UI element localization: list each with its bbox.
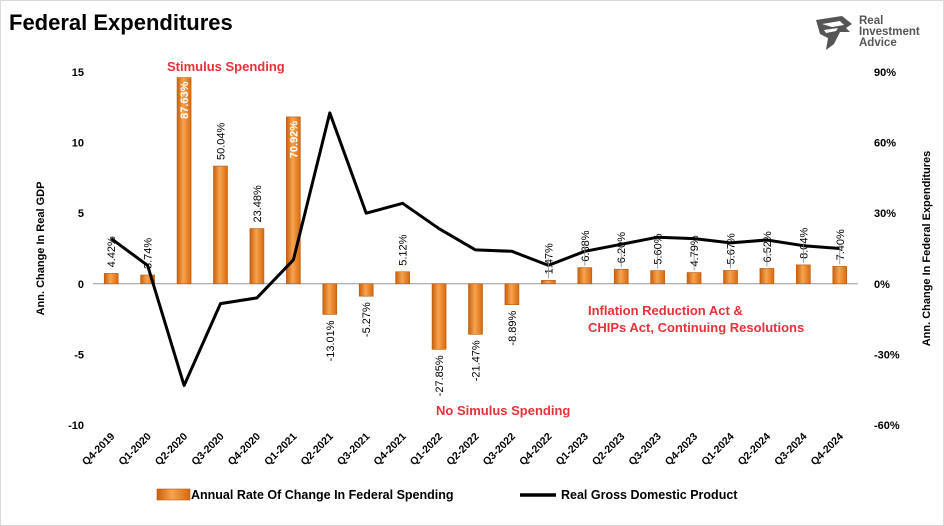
chart-title: Federal Expenditures (9, 10, 233, 35)
bar-data-label: 6.20% (616, 232, 628, 263)
bar (686, 272, 702, 285)
bar (358, 283, 374, 297)
bar (832, 266, 848, 285)
logo-text-line3: Advice (859, 37, 897, 49)
x-tick-label: Q2-2022 (444, 431, 481, 468)
x-tick-label: Q4-2023 (663, 431, 700, 468)
x-tick-label: Q3-2021 (335, 431, 372, 468)
logo-text-line2: Investment (859, 26, 920, 38)
x-tick-label: Q1-2023 (554, 431, 591, 468)
bar (140, 274, 155, 285)
logo-text-line1: Real (859, 15, 884, 27)
bar-data-label: -21.47% (471, 340, 483, 381)
bar (249, 228, 265, 285)
legend-bar-label: Annual Rate Of Change In Federal Spendin… (191, 488, 454, 502)
x-tick-label: Q4-2021 (371, 431, 408, 468)
legend-line-label: Real Gross Domestic Product (561, 488, 738, 502)
bar (577, 267, 593, 285)
annotation-ira-line1: Inflation Reduction Act & (588, 303, 743, 318)
bar (650, 270, 665, 285)
x-tick-label: Q4-2020 (226, 431, 263, 468)
bar-data-label: -5.27% (361, 302, 373, 337)
x-tick-label: Q3-2024 (772, 431, 809, 468)
bar (796, 264, 811, 285)
x-tick-label: Q3-2020 (189, 431, 226, 468)
bar (213, 165, 228, 285)
y-right-tick-label: -60% (874, 420, 900, 432)
annotation-no-stimulus: No Simulus Spending (436, 403, 570, 418)
bar-data-label: -27.85% (434, 355, 446, 396)
bar-data-label: 6.88% (580, 230, 592, 261)
annotation-ira-line2: CHIPs Act, Continuing Resolutions (588, 320, 804, 335)
bar-data-label: 7.40% (835, 229, 847, 260)
bar (103, 273, 119, 285)
x-tick-label: Q1-2024 (699, 431, 736, 468)
x-tick-label: Q2-2023 (590, 431, 627, 468)
x-tick-label: Q4-2022 (517, 431, 554, 468)
x-tick-label: Q1-2021 (262, 431, 299, 468)
bar (395, 271, 410, 285)
y-left-tick-label: -10 (68, 420, 84, 432)
legend-bar-swatch (156, 488, 191, 501)
x-tick-label: Q1-2022 (408, 431, 445, 468)
bar (431, 283, 447, 350)
x-tick-label: Q2-2024 (736, 431, 773, 468)
bar-data-label: 1.47% (543, 243, 555, 274)
bar (504, 283, 520, 306)
y-left-tick-label: 15 (72, 67, 84, 79)
bar-data-label: 5.67% (726, 233, 738, 264)
y-left-tick-label: 5 (78, 208, 84, 220)
bar-data-label: 5.60% (653, 233, 665, 264)
y-right-tick-label: -30% (874, 349, 900, 361)
y-left-tick-label: -5 (74, 349, 84, 361)
y-left-axis-title: Ann. Change In Real GDP (35, 182, 47, 316)
bar-data-label: 23.48% (252, 185, 264, 223)
y-right-tick-label: 90% (874, 67, 896, 79)
bar (723, 270, 738, 285)
bar-data-label: 3.74% (143, 238, 155, 269)
bar-data-label: 87.63% (179, 81, 191, 119)
bar (176, 77, 192, 285)
annotation-stimulus: Stimulus Spending (167, 59, 285, 74)
x-tick-label: Q1-2020 (116, 431, 153, 468)
eagle-head-icon (816, 16, 852, 50)
bar-data-label: 4.79% (689, 235, 701, 266)
bar-data-label: -8.89% (507, 311, 519, 346)
y-right-tick-label: 0% (874, 279, 890, 291)
bar-data-label: 8.04% (798, 227, 810, 258)
x-tick-label: Q4-2019 (80, 431, 117, 468)
y-left-tick-label: 10 (72, 138, 84, 150)
bar-data-label: 70.92% (288, 121, 300, 159)
bar (613, 268, 629, 285)
bar-data-label: 50.04% (216, 123, 228, 161)
bar-data-label: 4.42% (106, 236, 118, 267)
y-right-tick-label: 60% (874, 138, 896, 150)
bar-data-label: 6.52% (762, 231, 774, 262)
x-tick-label: Q3-2023 (626, 431, 663, 468)
y-right-tick-label: 30% (874, 208, 896, 220)
bar-data-label: 5.12% (398, 234, 410, 265)
bar (468, 283, 483, 335)
logo: Real Investment Advice (812, 14, 932, 54)
x-tick-label: Q3-2022 (481, 431, 518, 468)
bar-data-label: -13.01% (325, 320, 337, 361)
bar (541, 280, 556, 285)
gdp-line (110, 111, 840, 387)
x-tick-label: Q2-2021 (299, 431, 336, 468)
bar (759, 268, 775, 285)
bar (322, 283, 338, 315)
x-tick-label: Q4-2024 (809, 431, 846, 468)
x-tick-label: Q2-2020 (153, 431, 190, 468)
y-right-axis-title: Ann. Change In Federal Expenditures (921, 151, 933, 347)
y-left-tick-label: 0 (78, 279, 84, 291)
